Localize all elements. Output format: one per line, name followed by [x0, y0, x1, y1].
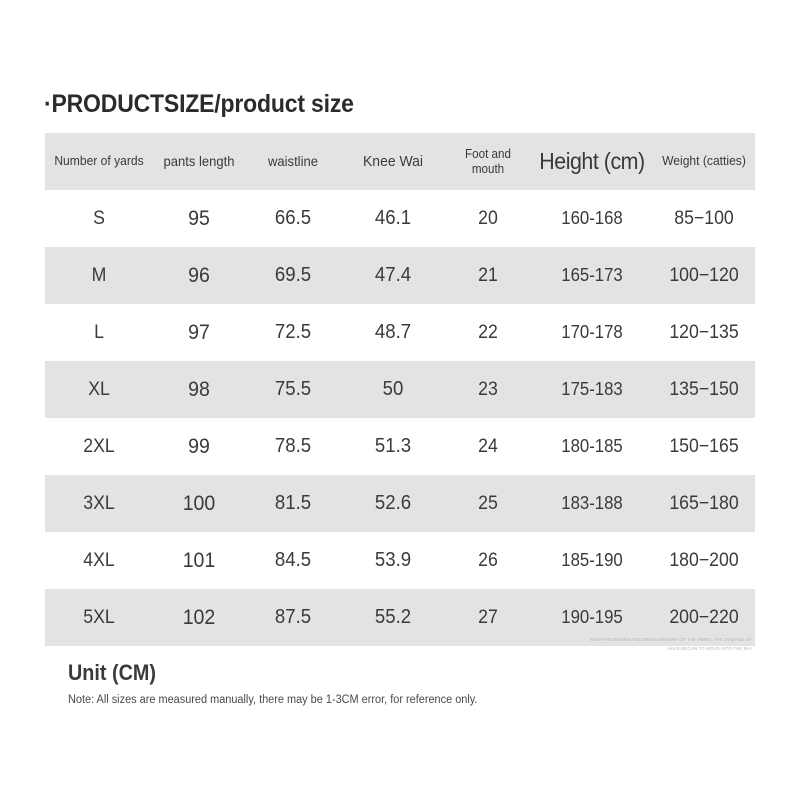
table-row: 4XL 101 84.5 53.9 26 185-190 180−200	[45, 532, 755, 589]
unit-label: Unit (CM)	[68, 660, 156, 685]
table-row: M 96 69.5 47.4 21 165-173 100−120	[45, 247, 755, 304]
cell-size: 5XL	[83, 606, 115, 628]
measurement-note: Note: All sizes are measured manually, t…	[68, 694, 478, 706]
column-header-foot-and-mouth: Foot and mouth	[465, 147, 511, 176]
table-body: S 95 66.5 46.1 20 160-168 85−100 M 96 69…	[45, 190, 755, 646]
cell-height: 165-173	[561, 265, 623, 285]
cell-waistline: 72.5	[274, 321, 312, 343]
table-row: S 95 66.5 46.1 20 160-168 85−100	[45, 190, 755, 247]
cell-weight: 165−180	[669, 492, 739, 514]
cell-knee-wai: 51.3	[374, 435, 412, 457]
cell-foot-and-mouth: 22	[478, 321, 498, 343]
cell-foot-and-mouth: 24	[478, 435, 498, 457]
microprint-block: WITH THE DIVERSIFIED DEVELOPMENT OF THE …	[590, 636, 752, 653]
cell-pants-length: 97	[188, 320, 210, 344]
cell-height: 183-188	[561, 493, 623, 513]
column-header-height: Height (cm)	[539, 148, 645, 175]
cell-height: 160-168	[561, 208, 623, 228]
cell-knee-wai: 53.9	[374, 549, 412, 571]
cell-size: 2XL	[83, 435, 115, 457]
cell-waistline: 66.5	[274, 207, 312, 229]
cell-size: L	[94, 321, 104, 343]
column-header-waistline: waistline	[268, 153, 318, 170]
cell-pants-length: 99	[188, 434, 210, 458]
table-header: Number of yards pants length waistline K…	[45, 133, 755, 190]
table-row: 3XL 100 81.5 52.6 25 183-188 165−180	[45, 475, 755, 532]
cell-knee-wai: 50	[382, 378, 404, 400]
page-title: ·PRODUCTSIZE/product size	[44, 90, 354, 118]
cell-size: M	[91, 264, 107, 286]
cell-waistline: 84.5	[274, 549, 312, 571]
cell-foot-and-mouth: 27	[478, 606, 498, 628]
column-header-knee-wai: Knee Wai	[363, 152, 423, 170]
cell-weight: 150−165	[669, 435, 739, 457]
table-row: 5XL 102 87.5 55.2 27 190-195 200−220	[45, 589, 755, 646]
cell-size: 4XL	[83, 549, 115, 571]
cell-pants-length: 98	[188, 377, 210, 401]
column-header-number-of-yards: Number of yards	[54, 153, 144, 169]
cell-foot-and-mouth: 25	[478, 492, 498, 514]
cell-height: 180-185	[561, 436, 623, 456]
table-header-row: Number of yards pants length waistline K…	[45, 133, 755, 190]
cell-waistline: 75.5	[274, 378, 312, 400]
cell-knee-wai: 47.4	[374, 264, 412, 286]
cell-pants-length: 96	[188, 263, 210, 287]
cell-height: 190-195	[561, 607, 623, 627]
cell-foot-and-mouth: 23	[478, 378, 498, 400]
cell-size: S	[93, 207, 105, 229]
cell-height: 185-190	[561, 550, 623, 570]
cell-weight: 180−200	[669, 549, 739, 571]
cell-pants-length: 102	[182, 605, 216, 629]
cell-height: 170-178	[561, 322, 623, 342]
cell-weight: 120−135	[669, 321, 739, 343]
cell-weight: 200−220	[669, 606, 739, 628]
cell-weight: 100−120	[669, 264, 739, 286]
cell-size: XL	[88, 378, 110, 400]
cell-foot-and-mouth: 21	[478, 264, 498, 286]
cell-knee-wai: 52.6	[374, 492, 412, 514]
cell-waistline: 87.5	[274, 606, 312, 628]
product-size-table: Number of yards pants length waistline K…	[45, 133, 755, 646]
cell-waistline: 81.5	[274, 492, 312, 514]
cell-waistline: 78.5	[274, 435, 312, 457]
cell-knee-wai: 55.2	[374, 606, 412, 628]
table-row: 2XL 99 78.5 51.3 24 180-185 150−165	[45, 418, 755, 475]
cell-foot-and-mouth: 20	[478, 207, 498, 229]
cell-pants-length: 101	[182, 548, 216, 572]
cell-height: 175-183	[561, 379, 623, 399]
cell-waistline: 69.5	[274, 264, 312, 286]
cell-knee-wai: 48.7	[374, 321, 412, 343]
microprint-line-1: WITH THE DIVERSIFIED DEVELOPMENT OF THE …	[589, 637, 752, 642]
cell-weight: 135−150	[669, 378, 739, 400]
cell-knee-wai: 46.1	[374, 207, 412, 229]
table-row: XL 98 75.5 50 23 175-183 135−150	[45, 361, 755, 418]
microprint-line-2: HAVE BEGUN TO MOVE INTO THE MAI	[667, 645, 752, 651]
column-header-weight: Weight (catties)	[662, 153, 746, 169]
cell-size: 3XL	[83, 492, 115, 514]
cell-pants-length: 95	[188, 206, 210, 230]
cell-weight: 85−100	[674, 207, 734, 229]
cell-pants-length: 100	[182, 491, 216, 515]
table-row: L 97 72.5 48.7 22 170-178 120−135	[45, 304, 755, 361]
column-header-pants-length: pants length	[163, 153, 235, 170]
cell-foot-and-mouth: 26	[478, 549, 498, 571]
